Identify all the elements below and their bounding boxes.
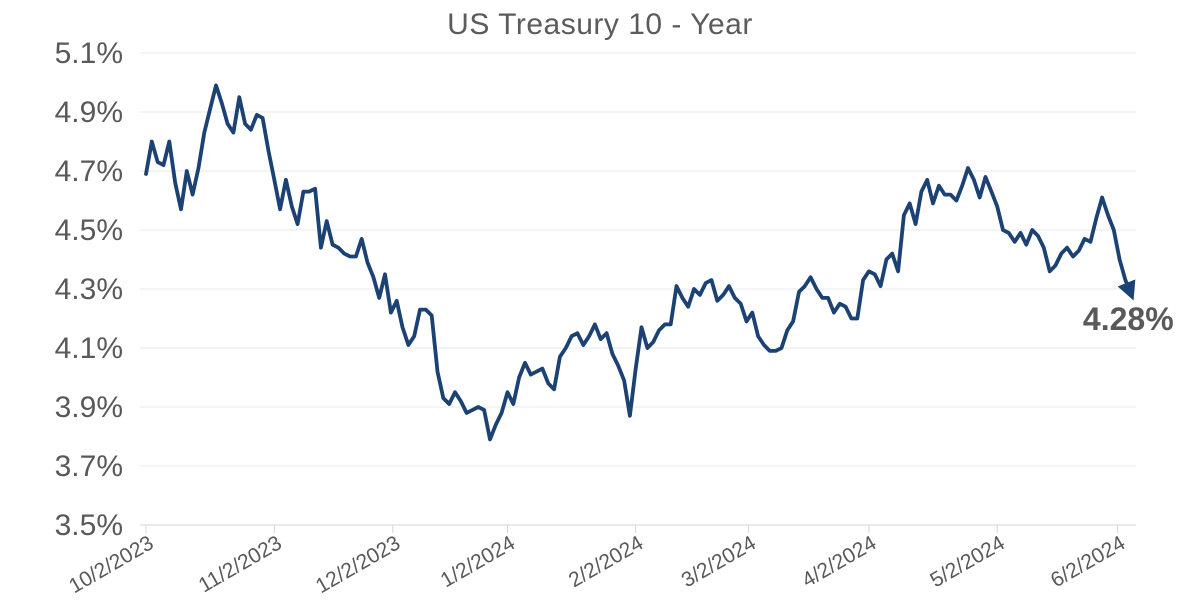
x-axis-tick-label: 2/2/2024 <box>565 531 648 592</box>
x-axis-tick-label: 6/2/2024 <box>1047 531 1130 592</box>
x-axis: 10/2/2023 11/2/2023 12/2/2023 1/2/2024 2/2/2… <box>65 525 1129 598</box>
y-axis-labels: 5.1% 4.9% 4.7% 4.5% 4.3% 4.1% 3.9% 3.7% 3.5% <box>55 37 123 542</box>
y-axis-tick-label: 4.7% <box>55 155 123 188</box>
latest-value-annotation: 4.28% <box>1083 301 1174 337</box>
y-axis-tick-label: 5.1% <box>55 37 123 70</box>
y-axis-tick-label: 4.5% <box>55 214 123 247</box>
x-axis-tick-label: 11/2/2023 <box>195 531 286 597</box>
x-axis-tick-label: 3/2/2024 <box>678 531 761 592</box>
y-axis-tick-label: 3.9% <box>55 391 123 424</box>
chart-title: US Treasury 10 - Year <box>447 8 753 41</box>
yield-line-series <box>144 83 1136 442</box>
y-axis-tick-label: 4.3% <box>55 273 123 306</box>
gridlines <box>140 52 1136 526</box>
y-axis-tick-label: 4.9% <box>55 96 123 129</box>
y-axis-tick-label: 4.1% <box>55 332 123 365</box>
y-axis-tick-label: 3.7% <box>55 450 123 483</box>
x-axis-tick-label: 1/2/2024 <box>437 531 520 592</box>
x-axis-tick-label: 4/2/2024 <box>798 531 881 592</box>
x-axis-tick-label: 5/2/2024 <box>926 531 1009 592</box>
x-axis-tick-label: 12/2/2023 <box>312 531 404 598</box>
y-axis-tick-label: 3.5% <box>55 509 123 542</box>
